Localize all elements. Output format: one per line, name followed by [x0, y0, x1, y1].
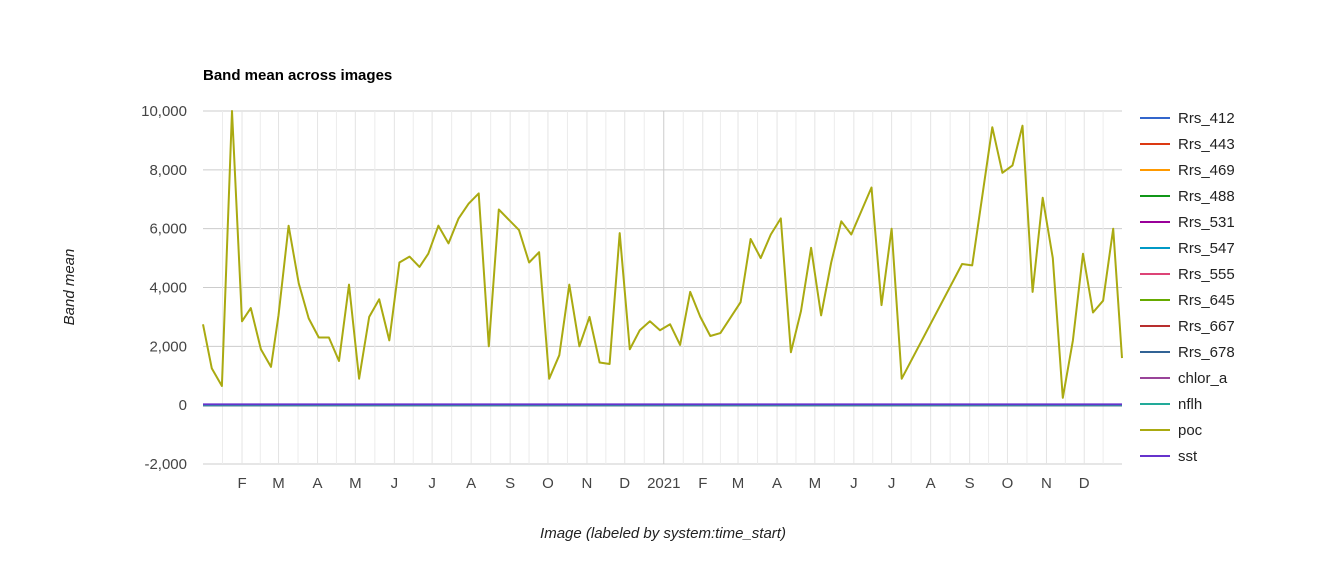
legend-item-rrs-412[interactable]: Rrs_412 [1140, 110, 1235, 127]
legend-label: Rrs_667 [1178, 318, 1235, 335]
x-tick-label: M [809, 475, 822, 492]
x-tick-label: A [926, 475, 936, 492]
y-tick-label: 0 [179, 397, 187, 414]
legend-label: Rrs_678 [1178, 344, 1235, 361]
x-tick-label: O [542, 475, 554, 492]
legend-label: Rrs_555 [1178, 266, 1235, 283]
chart-title: Band mean across images [203, 67, 392, 84]
legend-item-rrs-667[interactable]: Rrs_667 [1140, 318, 1235, 335]
legend: Rrs_412 Rrs_443 Rrs_469 Rrs_488 Rrs_531 Rrs_5… [1140, 110, 1235, 465]
legend-item-rrs-547[interactable]: Rrs_547 [1140, 240, 1235, 257]
legend-label: poc [1178, 422, 1203, 439]
x-tick-label: F [237, 475, 246, 492]
legend-label: Rrs_645 [1178, 292, 1235, 309]
legend-label: Rrs_488 [1178, 188, 1235, 205]
x-tick-label: J [850, 475, 858, 492]
legend-label: Rrs_443 [1178, 136, 1235, 153]
x-tick-label: J [888, 475, 896, 492]
x-tick-label: D [619, 475, 630, 492]
legend-item-poc[interactable]: poc [1140, 422, 1203, 439]
y-tick-label: -2,000 [144, 456, 187, 473]
legend-item-rrs-443[interactable]: Rrs_443 [1140, 136, 1235, 153]
x-axis-title: Image (labeled by system:time_start) [540, 525, 786, 542]
legend-label: Rrs_469 [1178, 162, 1235, 179]
y-tick-label: 4,000 [149, 280, 187, 297]
x-tick-label: M [272, 475, 285, 492]
legend-item-nflh[interactable]: nflh [1140, 396, 1202, 413]
x-tick-label: A [772, 475, 782, 492]
x-tick-label: S [965, 475, 975, 492]
x-tick-label: D [1079, 475, 1090, 492]
legend-label: chlor_a [1178, 370, 1228, 387]
legend-item-rrs-645[interactable]: Rrs_645 [1140, 292, 1235, 309]
x-tick-label: S [505, 475, 515, 492]
x-tick-label: N [1041, 475, 1052, 492]
y-axis-title: Band mean [61, 249, 78, 326]
x-axis: F M A M J J A S O N D 2021 F M A M J J A S O N D [237, 475, 1089, 492]
series-lines [202, 110, 1123, 407]
gridlines [203, 110, 1122, 465]
x-tick-label: A [466, 475, 476, 492]
legend-label: nflh [1178, 396, 1202, 413]
y-tick-label: 10,000 [141, 103, 187, 120]
legend-item-chlor-a[interactable]: chlor_a [1140, 370, 1228, 387]
y-tick-label: 8,000 [149, 162, 187, 179]
y-tick-label: 2,000 [149, 338, 187, 355]
x-tick-label: N [582, 475, 593, 492]
x-tick-label: O [1002, 475, 1014, 492]
legend-item-sst[interactable]: sst [1140, 448, 1198, 465]
legend-label: Rrs_412 [1178, 110, 1235, 127]
series-line-poc [202, 110, 1123, 399]
legend-item-rrs-469[interactable]: Rrs_469 [1140, 162, 1235, 179]
legend-item-rrs-488[interactable]: Rrs_488 [1140, 188, 1235, 205]
legend-label: Rrs_547 [1178, 240, 1235, 257]
x-tick-label: J [391, 475, 399, 492]
x-tick-label: F [698, 475, 707, 492]
legend-item-rrs-531[interactable]: Rrs_531 [1140, 214, 1235, 231]
x-tick-label: M [732, 475, 745, 492]
legend-label: sst [1178, 448, 1198, 465]
legend-label: Rrs_531 [1178, 214, 1235, 231]
x-tick-label: A [313, 475, 323, 492]
x-tick-label: J [428, 475, 436, 492]
x-tick-label: 2021 [647, 475, 680, 492]
legend-item-rrs-555[interactable]: Rrs_555 [1140, 266, 1235, 283]
legend-item-rrs-678[interactable]: Rrs_678 [1140, 344, 1235, 361]
y-axis: -2,000 0 2,000 4,000 6,000 8,000 10,000 [141, 103, 187, 473]
y-tick-label: 6,000 [149, 221, 187, 238]
x-tick-label: M [349, 475, 362, 492]
